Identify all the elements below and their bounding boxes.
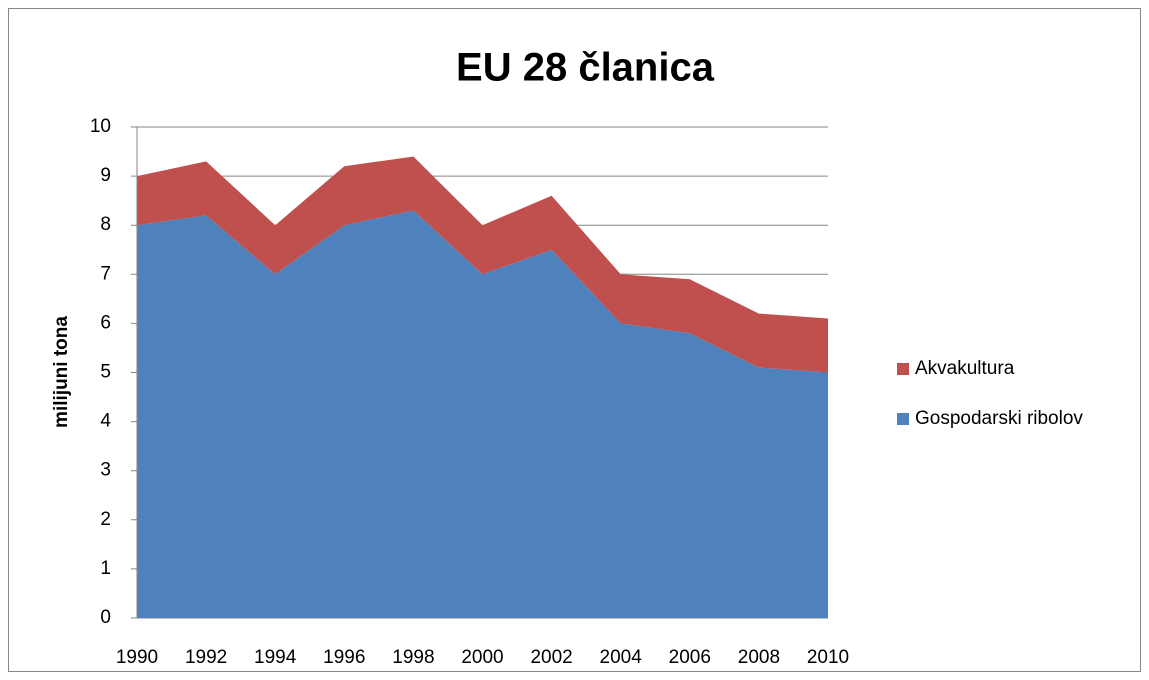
x-tick-label: 1990 <box>116 647 158 668</box>
y-tick-label: 7 <box>100 263 111 284</box>
y-tick-label: 1 <box>100 558 111 579</box>
x-tick-label: 1994 <box>254 647 297 668</box>
x-tick-label: 1992 <box>185 647 227 668</box>
chart-title: EU 28 članica <box>456 46 715 90</box>
x-tick-label: 2006 <box>669 647 711 668</box>
y-tick-label: 9 <box>100 165 111 186</box>
x-tick-label: 1996 <box>323 647 365 668</box>
x-tick-label: 1998 <box>392 647 434 668</box>
y-tick-label: 0 <box>100 607 111 628</box>
area <box>137 210 828 618</box>
x-tick-label: 2008 <box>738 647 780 668</box>
y-tick-label: 10 <box>90 116 111 137</box>
x-tick-label: 2010 <box>807 647 849 668</box>
legend-label: Gospodarski ribolov <box>915 408 1083 429</box>
area <box>137 156 828 373</box>
y-tick-label: 2 <box>100 509 111 530</box>
y-tick-label: 8 <box>100 214 111 235</box>
y-tick-label: 4 <box>100 411 111 432</box>
x-tick-label: 2000 <box>461 647 503 668</box>
y-tick-label: 6 <box>100 312 111 333</box>
legend-label: Akvakultura <box>915 358 1015 379</box>
x-tick-label: 2002 <box>530 647 572 668</box>
y-tick-label: 3 <box>100 460 111 481</box>
y-axis-label: milijuni tona <box>51 316 72 428</box>
legend-swatch <box>897 363 909 375</box>
x-tick-label: 2004 <box>600 647 643 668</box>
y-tick-label: 5 <box>100 362 111 383</box>
legend-swatch <box>897 413 909 425</box>
